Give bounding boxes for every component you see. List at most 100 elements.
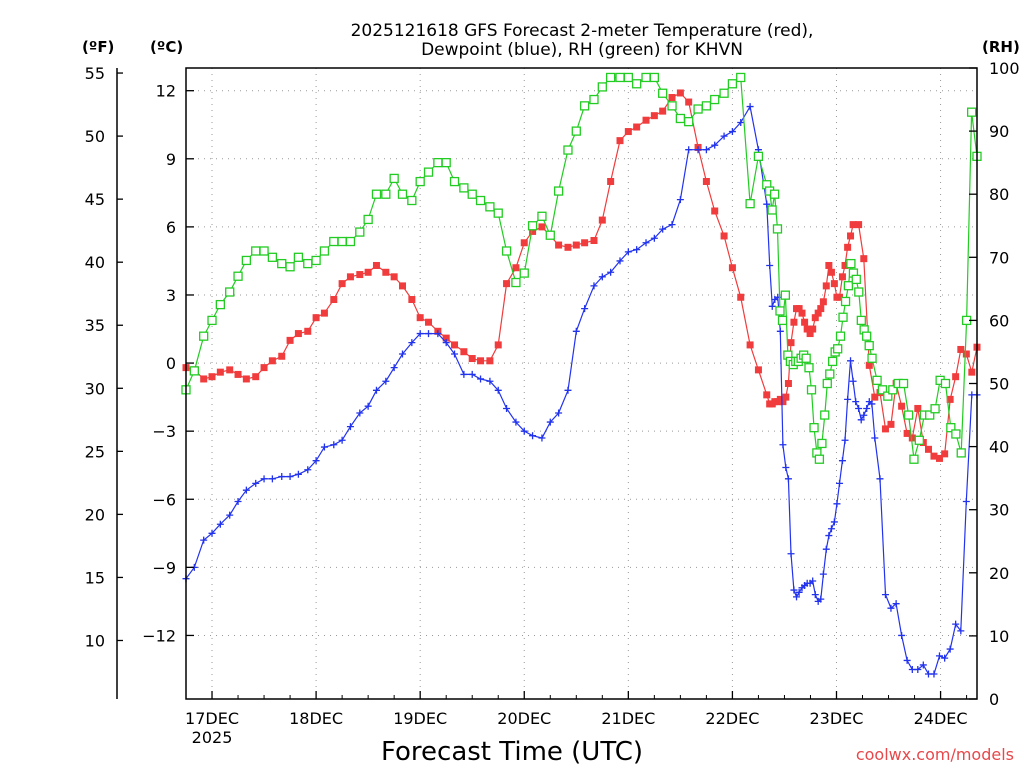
dewpoint-point bbox=[903, 656, 911, 664]
dewpoint-point bbox=[408, 339, 416, 347]
rh-point bbox=[719, 88, 729, 98]
rh-point bbox=[641, 72, 651, 83]
rh-point bbox=[877, 385, 888, 395]
fahrenheit-tick-label: 50 bbox=[85, 127, 105, 146]
temperature-point bbox=[460, 348, 468, 356]
dewpoint-point bbox=[737, 118, 745, 126]
rh-tick-label: 30 bbox=[989, 501, 1009, 520]
temperature-point bbox=[633, 123, 641, 131]
dewpoint-point bbox=[659, 225, 667, 233]
rh-point bbox=[623, 72, 633, 83]
dewpoint-point bbox=[784, 475, 792, 483]
rh-point bbox=[951, 429, 961, 439]
temperature-point bbox=[503, 280, 511, 288]
dewpoint-point bbox=[827, 525, 835, 533]
plot-frame bbox=[185, 67, 978, 700]
dewpoint-point bbox=[372, 386, 380, 394]
rh-point bbox=[527, 221, 538, 231]
dewpoint-point bbox=[252, 479, 260, 487]
fahrenheit-tick-label: 45 bbox=[85, 190, 105, 209]
temperature-point bbox=[849, 221, 857, 229]
rh-point bbox=[493, 208, 503, 218]
rh-point bbox=[189, 366, 199, 376]
rh-point bbox=[838, 312, 848, 322]
temperature-point bbox=[871, 393, 879, 401]
dewpoint-point bbox=[555, 409, 563, 417]
temperature-point bbox=[809, 325, 817, 333]
temperature-point bbox=[819, 298, 827, 306]
dewpoint-point bbox=[320, 443, 328, 451]
x-tick-label: 17DEC bbox=[185, 709, 239, 728]
fahrenheit-tick-label: 35 bbox=[85, 316, 105, 335]
temperature-point bbox=[860, 255, 868, 263]
rh-point bbox=[303, 258, 313, 269]
rh-point bbox=[467, 189, 477, 199]
celsius-tick-label: 9 bbox=[166, 150, 176, 169]
dewpoint-point bbox=[763, 200, 771, 208]
temperature-point bbox=[555, 241, 563, 249]
rh-point bbox=[909, 454, 919, 464]
celsius-tick-label: 12 bbox=[156, 82, 176, 101]
axes bbox=[116, 67, 978, 700]
temperature-point bbox=[746, 341, 754, 349]
dewpoint-point bbox=[841, 436, 849, 444]
rh-point bbox=[579, 101, 590, 111]
temperature-point bbox=[338, 280, 346, 288]
dewpoint-point bbox=[779, 441, 787, 449]
rh-point bbox=[956, 448, 966, 458]
x-axis-title: Forecast Time (UTC) bbox=[381, 737, 643, 767]
rh-point bbox=[519, 268, 529, 278]
dewpoint-point bbox=[830, 518, 838, 526]
rh-point bbox=[363, 214, 373, 225]
gridlines bbox=[186, 68, 977, 699]
rh-point bbox=[898, 378, 909, 389]
temperature-point bbox=[372, 261, 380, 269]
rh-tick-label: 20 bbox=[989, 564, 1009, 583]
temperature-point bbox=[914, 404, 922, 412]
dewpoint-point bbox=[425, 330, 433, 338]
temperature-point bbox=[364, 268, 372, 276]
temperature-point bbox=[946, 395, 954, 403]
rh-point bbox=[701, 101, 712, 111]
temperature-point bbox=[268, 357, 276, 365]
temperature-point bbox=[330, 296, 338, 304]
data-series bbox=[181, 72, 982, 678]
fahrenheit-tick-label: 40 bbox=[85, 253, 105, 272]
rh-point bbox=[199, 331, 209, 341]
rh-point bbox=[277, 258, 287, 269]
x-tick-label: 21DEC bbox=[601, 709, 655, 728]
temperature-point bbox=[737, 293, 745, 301]
rh-point bbox=[207, 315, 217, 326]
temperature-point bbox=[468, 355, 476, 363]
dewpoint-point bbox=[844, 395, 852, 403]
dewpoint-point bbox=[711, 141, 719, 149]
dewpoint-point bbox=[330, 441, 338, 449]
rh-point bbox=[940, 378, 951, 389]
rh-point bbox=[571, 126, 581, 136]
rh-tick-label: 60 bbox=[989, 311, 1009, 330]
rh-point bbox=[597, 82, 607, 92]
temperature-point bbox=[702, 177, 710, 185]
dewpoint-point bbox=[624, 248, 632, 256]
temperature-point bbox=[784, 380, 792, 387]
dewpoint-point bbox=[914, 665, 922, 673]
rh-point bbox=[589, 94, 599, 105]
rh-point bbox=[827, 356, 838, 367]
temperature-point bbox=[968, 368, 976, 376]
rh-point bbox=[864, 340, 874, 351]
temperature-point bbox=[728, 264, 736, 272]
dewpoint-point bbox=[642, 239, 650, 247]
temperature-point bbox=[616, 137, 624, 145]
temperature-point bbox=[827, 268, 835, 276]
dewpoint-point bbox=[892, 600, 900, 608]
temperature-point bbox=[581, 239, 589, 247]
dewpoint-point bbox=[838, 457, 846, 465]
rh-point bbox=[407, 195, 417, 206]
rh-point bbox=[329, 236, 339, 247]
temperature-point bbox=[711, 207, 719, 215]
dewpoint-line bbox=[185, 104, 977, 675]
rh-point bbox=[501, 246, 512, 256]
rh-point bbox=[772, 224, 783, 234]
rh-point bbox=[251, 246, 261, 256]
temperature-point bbox=[590, 237, 598, 245]
